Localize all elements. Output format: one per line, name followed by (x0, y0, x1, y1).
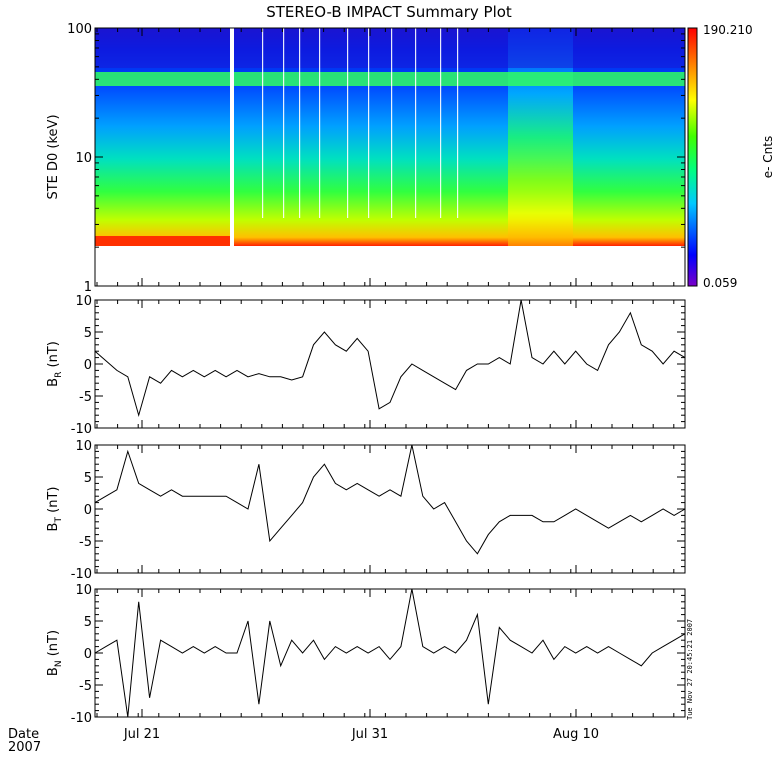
spectrogram-gap-2 (299, 28, 301, 218)
spectrogram-top-band (95, 28, 685, 68)
x-tick-label: Jul 31 (351, 727, 388, 742)
y-tick-label: 0 (84, 647, 92, 662)
ylabel-main: B (46, 523, 61, 532)
spectrogram-ylabel: STE D0 (keV) (46, 114, 61, 199)
colorbar-scale (687, 27, 698, 287)
y-tick-label: -10 (71, 567, 92, 582)
b-field-ylabel: BN (nT) (46, 630, 64, 676)
x-tick-label: Jul 21 (123, 727, 160, 742)
spectrogram-gap-7 (415, 28, 417, 218)
colorbar-label: e- Cnts (761, 136, 775, 178)
panel-2: -10 -5 0 5 10 BT (nT) (46, 439, 686, 582)
panel-frame-1 (94, 299, 686, 429)
spectrogram-data-gap (230, 28, 234, 246)
y-tick-label: -5 (79, 679, 92, 694)
date-label: Date (8, 727, 39, 742)
ylabel-sub: R (54, 372, 64, 378)
spectrogram-band (95, 72, 685, 86)
x-tick-label: Aug 10 (553, 727, 599, 742)
timestamp: Tue Nov 27 20:45:21 2007 (686, 619, 694, 720)
colorbar-min-label: 0.059 (703, 276, 737, 290)
ylabel-main: B (46, 378, 61, 387)
y-tick-label: 10 (75, 294, 92, 309)
b-field-trace (94, 444, 686, 555)
b-field-ylabel: BR (nT) (46, 341, 64, 387)
spectrogram-gap-6 (391, 28, 393, 218)
colorbar-max-label: 190.210 (703, 23, 753, 37)
spectrogram-gap-5 (368, 28, 370, 218)
spectrogram-gap-0 (262, 28, 264, 218)
y-tick-label: -10 (71, 711, 92, 726)
y-tick-label: -10 (71, 422, 92, 437)
b-field-trace (94, 299, 686, 418)
y-tick-label: -5 (79, 390, 92, 405)
spectrogram-gap-3 (319, 28, 321, 218)
ylabel-unit: (nT) (46, 630, 61, 660)
year-label: 2007 (8, 740, 41, 755)
spectrogram-low-energy-band (95, 236, 231, 246)
ylabel-unit: (nT) (46, 341, 61, 371)
panel-frame-2 (94, 444, 686, 574)
panel-frame-3 (94, 588, 686, 718)
y-tick-label: 10 (75, 439, 92, 454)
panel-3: -10 -5 0 5 10 BN (nT) (46, 583, 686, 726)
spectrogram-panel (95, 28, 685, 286)
ylabel-sub: N (54, 660, 64, 667)
y-tick-label: -5 (79, 535, 92, 550)
y-tick-label: 5 (84, 326, 92, 341)
y-tick-label: 1 (84, 280, 92, 295)
spectrogram-gaps (262, 28, 459, 218)
plot-title: STEREO-B IMPACT Summary Plot (266, 3, 512, 21)
b-field-trace (94, 588, 686, 718)
spectrogram-gap-8 (440, 28, 442, 218)
b-field-ylabel: BT (nT) (46, 487, 64, 532)
y-tick-label: 100 (67, 22, 92, 37)
spectrogram-blank-region (95, 246, 685, 286)
y-tick-label: 10 (75, 151, 92, 166)
y-tick-label: 5 (84, 471, 92, 486)
spectrogram-gap-9 (457, 28, 459, 218)
ylabel-main: B (46, 667, 61, 676)
ylabel-sub: T (54, 517, 64, 524)
spectrogram-gap-1 (283, 28, 285, 218)
colorbar: 190.210 0.059 e- Cnts (687, 23, 775, 290)
panel-0: 1 10 100 STE D0 (keV) (46, 22, 686, 295)
spectrogram-gap-4 (347, 28, 349, 218)
y-tick-label: 5 (84, 615, 92, 630)
y-tick-label: 0 (84, 503, 92, 518)
y-tick-label: 10 (75, 583, 92, 598)
ylabel-unit: (nT) (46, 487, 61, 517)
y-tick-label: 0 (84, 358, 92, 373)
panel-1: -10 -5 0 5 10 BR (nT) (46, 294, 686, 437)
